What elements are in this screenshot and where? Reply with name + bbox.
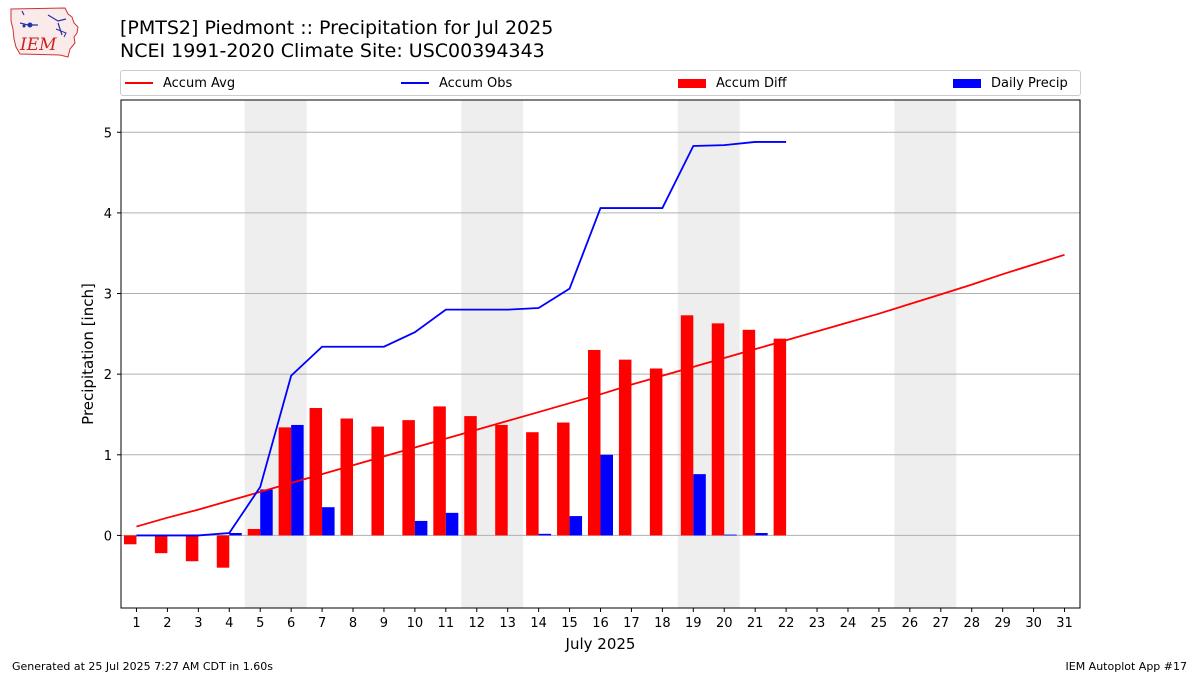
accum-avg-line — [136, 253, 1065, 528]
x-tick-label: 23 — [809, 616, 826, 631]
accum-diff-bar — [154, 535, 168, 554]
x-tick-label: 4 — [225, 616, 233, 631]
y-tick-label: 4 — [104, 207, 112, 222]
accum-diff-bar — [711, 323, 725, 536]
legend-swatch-accum-obs — [401, 82, 429, 84]
y-tick-label: 3 — [104, 288, 112, 303]
accum-diff-bar — [123, 535, 137, 545]
y-tick-label: 0 — [104, 529, 112, 544]
accum-diff-bar — [216, 535, 230, 568]
y-tick-label: 5 — [104, 126, 112, 141]
accum-diff-bar — [773, 338, 787, 536]
x-tick-label: 28 — [963, 616, 980, 631]
x-tick-label: 15 — [561, 616, 578, 631]
accum-diff-bar — [309, 408, 323, 536]
daily-precip-bar — [445, 512, 459, 536]
accum-diff-bar — [742, 329, 756, 536]
footer-generated-text: Generated at 25 Jul 2025 7:27 AM CDT in … — [12, 660, 273, 673]
accum-diff-bar — [340, 418, 354, 536]
legend-label-daily-precip: Daily Precip — [991, 75, 1068, 91]
accum-diff-bar — [433, 406, 446, 536]
daily-precip-bar — [260, 489, 273, 536]
accum-diff-bar — [618, 359, 632, 536]
x-tick-label: 30 — [1025, 616, 1042, 631]
legend-swatch-daily-precip — [953, 78, 981, 88]
chart-legend: Accum Avg Accum Obs Accum Diff Daily Pre… — [120, 70, 1081, 96]
x-tick-label: 24 — [840, 616, 857, 631]
accum-diff-bar — [495, 424, 508, 536]
y-axis-label: Precipitation [inch] — [79, 283, 97, 425]
footer-app-text: IEM Autoplot App #17 — [1065, 660, 1188, 673]
legend-label-accum-obs: Accum Obs — [439, 75, 513, 91]
daily-precip-bar — [414, 520, 428, 536]
x-tick-label: 18 — [654, 616, 671, 631]
daily-precip-bar — [229, 533, 242, 536]
accum-diff-bar — [464, 416, 477, 536]
x-tick-label: 7 — [318, 616, 326, 631]
x-tick-label: 19 — [685, 616, 702, 631]
accum-diff-bar — [588, 349, 601, 536]
daily-precip-bar — [569, 516, 583, 536]
legend-label-accum-avg: Accum Avg — [163, 75, 236, 91]
x-tick-label: 25 — [871, 616, 888, 631]
daily-precip-bar — [755, 533, 768, 536]
iem-iowa-logo-icon: IEM — [10, 7, 79, 58]
x-tick-label: 14 — [530, 616, 547, 631]
y-tick-label: 2 — [104, 368, 112, 383]
x-tick-label: 10 — [407, 616, 424, 631]
x-tick-label: 21 — [747, 616, 764, 631]
legend-item-daily-precip: Daily Precip — [953, 71, 1068, 95]
x-tick-label: 3 — [194, 616, 202, 631]
x-tick-label: 27 — [933, 616, 950, 631]
x-tick-label: 17 — [623, 616, 640, 631]
x-tick-label: 6 — [287, 616, 295, 631]
accum-diff-bar — [557, 422, 570, 536]
x-tick-label: 13 — [499, 616, 516, 631]
weekend-band — [894, 100, 957, 608]
accum-diff-bar — [649, 368, 663, 536]
daily-precip-bar — [724, 534, 737, 536]
daily-precip-bar — [291, 424, 304, 536]
accum-diff-bar — [402, 420, 415, 536]
x-tick-label: 9 — [380, 616, 388, 631]
x-tick-label: 12 — [468, 616, 485, 631]
accum-obs-line — [136, 141, 787, 537]
accum-diff-bar — [680, 315, 694, 536]
chart-title: [PMTS2] Piedmont :: Precipitation for Ju… — [120, 17, 554, 39]
legend-item-accum-obs: Accum Obs — [401, 71, 512, 95]
x-tick-label: 20 — [716, 616, 733, 631]
x-tick-label: 2 — [163, 616, 171, 631]
logo-text: IEM — [19, 35, 57, 55]
accum-diff-bar — [185, 535, 199, 562]
legend-item-accum-avg: Accum Avg — [125, 71, 235, 95]
x-tick-label: 8 — [349, 616, 357, 631]
x-tick-label: 1 — [132, 616, 140, 631]
daily-precip-bar — [322, 507, 335, 536]
daily-precip-bar — [693, 474, 706, 536]
legend-swatch-accum-avg — [125, 82, 153, 84]
accum-diff-bar — [371, 426, 384, 536]
x-tick-label: 26 — [902, 616, 919, 631]
x-tick-label: 16 — [592, 616, 609, 631]
legend-label-accum-diff: Accum Diff — [716, 75, 787, 91]
daily-precip-bar — [600, 454, 613, 536]
x-tick-label: 22 — [778, 616, 795, 631]
legend-swatch-accum-diff — [678, 78, 706, 88]
chart-subtitle: NCEI 1991-2020 Climate Site: USC00394343 — [120, 40, 545, 62]
accum-diff-bar — [278, 427, 292, 536]
y-tick-label: 1 — [104, 449, 112, 464]
x-tick-label: 11 — [438, 616, 455, 631]
accum-diff-bar — [247, 528, 261, 536]
x-tick-label: 5 — [256, 616, 264, 631]
x-tick-label: 29 — [994, 616, 1011, 631]
legend-item-accum-diff: Accum Diff — [678, 71, 787, 95]
x-axis-label: July 2025 — [565, 635, 636, 653]
accum-diff-bar — [526, 432, 539, 536]
daily-precip-bar — [538, 533, 552, 536]
x-tick-label: 31 — [1056, 616, 1073, 631]
